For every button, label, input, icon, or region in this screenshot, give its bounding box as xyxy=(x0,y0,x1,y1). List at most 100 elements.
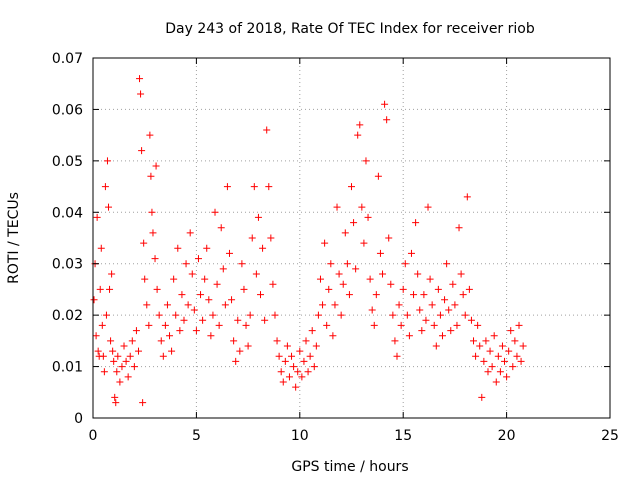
data-point xyxy=(106,285,114,293)
data-point xyxy=(122,357,130,365)
data-point xyxy=(250,183,258,191)
data-point xyxy=(238,260,246,268)
data-point xyxy=(148,208,156,216)
data-point xyxy=(352,265,360,273)
data-point xyxy=(203,244,211,252)
data-point xyxy=(155,311,163,319)
data-point xyxy=(151,255,159,263)
x-tick-label: 5 xyxy=(192,428,201,444)
data-point xyxy=(298,373,306,381)
data-point xyxy=(360,239,368,247)
data-point xyxy=(366,275,374,283)
data-point xyxy=(498,342,506,350)
data-point xyxy=(323,321,331,329)
data-point xyxy=(304,368,312,376)
data-point xyxy=(509,363,517,371)
y-tick-label: 0.05 xyxy=(52,154,83,170)
data-point xyxy=(356,121,364,129)
data-point xyxy=(161,321,169,329)
data-point xyxy=(246,311,254,319)
data-point xyxy=(494,352,502,360)
data-point xyxy=(228,296,236,304)
data-point xyxy=(108,270,116,278)
data-point xyxy=(474,321,482,329)
data-point xyxy=(306,352,314,360)
data-point xyxy=(128,337,136,345)
data-point xyxy=(426,275,434,283)
data-point xyxy=(407,249,415,257)
data-point xyxy=(393,352,401,360)
grid xyxy=(93,58,610,418)
data-point xyxy=(337,311,345,319)
data-point xyxy=(145,321,153,329)
data-point xyxy=(174,244,182,252)
data-point xyxy=(416,306,424,314)
data-point xyxy=(472,352,480,360)
data-point xyxy=(424,203,432,211)
data-point xyxy=(362,157,370,165)
chart-title: Day 243 of 2018, Rate Of TEC Index for r… xyxy=(165,21,535,37)
data-point xyxy=(126,352,134,360)
data-point xyxy=(294,368,302,376)
data-point xyxy=(412,219,420,227)
data-point xyxy=(310,363,318,371)
data-point xyxy=(149,229,157,237)
data-point xyxy=(215,321,223,329)
data-point xyxy=(101,183,109,191)
data-point xyxy=(397,321,405,329)
data-point xyxy=(261,316,269,324)
data-point xyxy=(118,363,126,371)
data-point xyxy=(505,347,513,355)
data-point xyxy=(186,229,194,237)
data-point xyxy=(190,306,198,314)
data-point xyxy=(434,285,442,293)
data-point xyxy=(379,270,387,278)
data-point xyxy=(463,193,471,201)
data-point xyxy=(354,131,362,139)
data-point xyxy=(490,332,498,340)
data-point xyxy=(100,368,108,376)
data-point xyxy=(107,337,115,345)
data-point xyxy=(146,131,154,139)
data-point xyxy=(97,244,105,252)
data-point xyxy=(374,172,382,180)
data-point xyxy=(134,347,142,355)
data-point xyxy=(441,296,449,304)
data-point xyxy=(277,368,285,376)
y-tick-label: 0.03 xyxy=(52,257,83,273)
data-point xyxy=(517,357,525,365)
data-point xyxy=(221,301,229,309)
data-point xyxy=(513,352,521,360)
data-point xyxy=(348,183,355,191)
data-point xyxy=(511,337,519,345)
data-point xyxy=(414,270,422,278)
data-point xyxy=(130,363,138,371)
data-point xyxy=(308,327,316,335)
data-point xyxy=(428,301,436,309)
data-point xyxy=(350,219,358,227)
data-point xyxy=(451,301,459,309)
data-point xyxy=(259,244,267,252)
data-point xyxy=(410,291,418,299)
data-point xyxy=(275,352,283,360)
data-point xyxy=(288,352,296,360)
data-point xyxy=(192,327,200,335)
data-point xyxy=(296,347,304,355)
data-point xyxy=(152,162,160,170)
data-point xyxy=(389,311,397,319)
data-point xyxy=(201,275,209,283)
data-point xyxy=(140,239,148,247)
data-point xyxy=(467,316,475,324)
data-point xyxy=(116,378,124,386)
data-point xyxy=(137,90,145,98)
data-point xyxy=(141,275,149,283)
data-point xyxy=(478,393,486,401)
data-point xyxy=(391,337,399,345)
data-point xyxy=(132,327,140,335)
data-point xyxy=(207,332,215,340)
data-point xyxy=(283,342,291,350)
data-point xyxy=(370,321,378,329)
data-point xyxy=(112,399,120,407)
data-point xyxy=(176,327,184,335)
